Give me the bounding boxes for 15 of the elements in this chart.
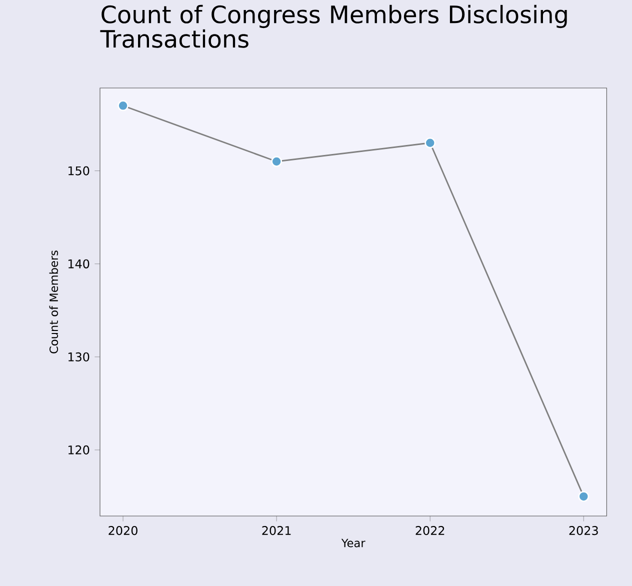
x-tick-label: 2020	[108, 526, 138, 536]
x-tick-label: 2021	[262, 526, 291, 536]
point	[578, 491, 590, 502]
y-tick-label: 120	[68, 445, 90, 454]
x-tick-label: 2022	[416, 526, 444, 536]
y-tick-label: 150	[68, 166, 90, 176]
point	[271, 156, 282, 167]
x-axis-title: Year	[341, 538, 366, 548]
y-tick-label: 140	[68, 259, 90, 268]
chart-title: Count of Congress Members Disclosing Transactions	[100, 4, 567, 48]
point	[424, 137, 436, 148]
x-tick-label: 2023	[569, 526, 598, 536]
y-tick-label: 130	[68, 352, 90, 362]
point	[118, 100, 128, 112]
y-axis-title: Count of Members	[49, 250, 58, 354]
